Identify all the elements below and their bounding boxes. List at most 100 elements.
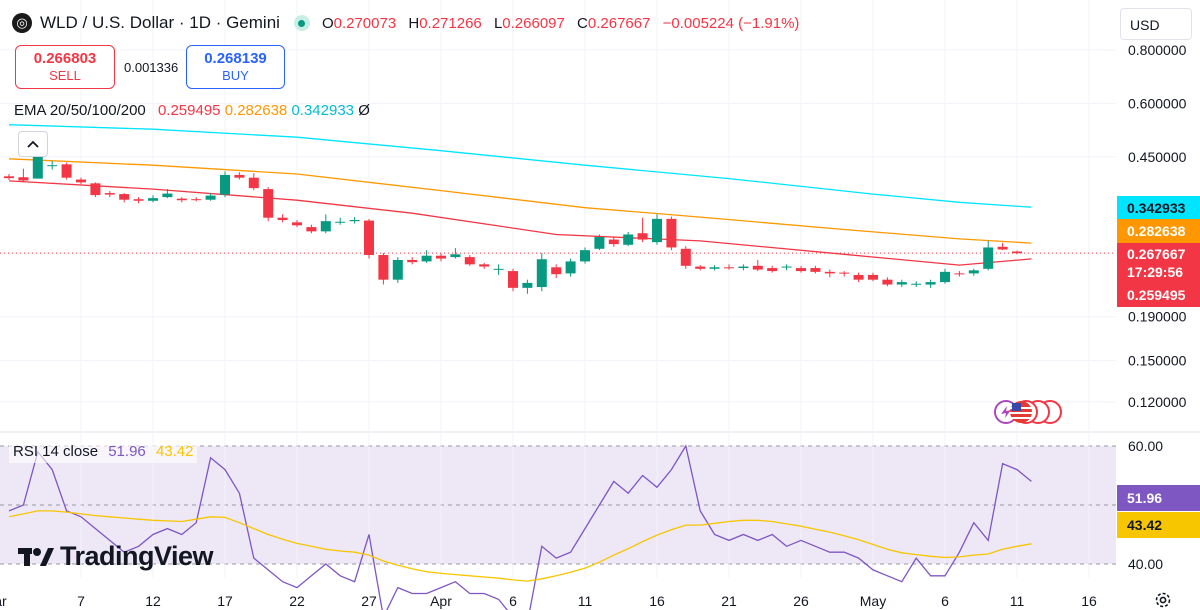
- candle[interactable]: [637, 217, 648, 243]
- candle[interactable]: [90, 182, 101, 198]
- ohlc-open-value: 0.270073: [333, 14, 397, 32]
- candle[interactable]: [234, 172, 245, 180]
- candle[interactable]: [997, 242, 1008, 251]
- candle[interactable]: [940, 268, 950, 284]
- candle[interactable]: [335, 217, 346, 225]
- candle[interactable]: [608, 237, 619, 247]
- candle[interactable]: [695, 265, 706, 271]
- candle[interactable]: [594, 234, 605, 251]
- candle[interactable]: [767, 265, 778, 273]
- candle-body: [205, 195, 216, 200]
- candle[interactable]: [306, 224, 317, 234]
- candle[interactable]: [536, 252, 547, 292]
- candle[interactable]: [436, 253, 446, 262]
- candle[interactable]: [666, 216, 677, 251]
- candle[interactable]: [61, 162, 72, 180]
- candle[interactable]: [76, 177, 86, 185]
- sell-button[interactable]: 0.266803 SELL: [15, 45, 115, 89]
- ema20-price-tag[interactable]: 0.259495: [1117, 283, 1200, 307]
- candle[interactable]: [191, 197, 202, 202]
- last-price-tag[interactable]: 0.267667 17:29:56: [1117, 243, 1200, 283]
- economic-events-icon[interactable]: [992, 398, 1082, 426]
- currency-selector[interactable]: USD: [1120, 8, 1192, 40]
- candle[interactable]: [364, 218, 374, 259]
- candle[interactable]: [407, 257, 418, 265]
- candle[interactable]: [248, 173, 259, 191]
- candle[interactable]: [824, 269, 835, 278]
- candle[interactable]: [680, 246, 691, 269]
- candle[interactable]: [378, 252, 389, 285]
- candle[interactable]: [623, 231, 634, 247]
- candle[interactable]: [205, 193, 216, 201]
- candle-body: [47, 165, 58, 167]
- candle[interactable]: [277, 214, 288, 223]
- candle[interactable]: [47, 160, 58, 170]
- candle[interactable]: [263, 187, 274, 222]
- candle-body: [997, 246, 1008, 250]
- rsi-ma-value-tag[interactable]: 43.42: [1117, 512, 1200, 538]
- candle[interactable]: [479, 262, 490, 269]
- buy-button[interactable]: 0.268139 BUY: [186, 45, 285, 89]
- candle[interactable]: [853, 272, 864, 283]
- rsi-ma-line: [8, 510, 1032, 582]
- candle[interactable]: [738, 264, 749, 271]
- market-status-icon[interactable]: [293, 15, 310, 31]
- candle[interactable]: [220, 171, 230, 198]
- collapse-legend-button[interactable]: [18, 131, 48, 157]
- price-tick-label: 0.190000: [1128, 309, 1187, 325]
- candle[interactable]: [508, 268, 518, 292]
- candle[interactable]: [320, 214, 331, 234]
- candle[interactable]: [565, 258, 576, 277]
- candle[interactable]: [292, 220, 302, 228]
- candle[interactable]: [954, 271, 965, 277]
- candle[interactable]: [781, 264, 792, 271]
- candle[interactable]: [925, 279, 936, 288]
- candle[interactable]: [551, 264, 562, 279]
- time-tick-label: Apr: [430, 593, 452, 609]
- symbol-header[interactable]: ◎ WLD / U.S. Dollar · 1D · Gemini O0.270…: [12, 13, 807, 33]
- candle[interactable]: [522, 279, 533, 294]
- chart-settings-button[interactable]: [1152, 589, 1174, 610]
- rsi-value-tag[interactable]: 51.96: [1117, 485, 1200, 511]
- events-flags[interactable]: [992, 398, 1082, 431]
- ema100-price-tag[interactable]: 0.342933: [1117, 196, 1200, 220]
- candle[interactable]: [18, 168, 29, 183]
- candle[interactable]: [796, 265, 806, 273]
- candle[interactable]: [104, 191, 115, 198]
- candle[interactable]: [1012, 250, 1022, 255]
- candle[interactable]: [724, 264, 734, 270]
- rsi-legend[interactable]: RSI 14 close 51.96 43.42: [9, 443, 198, 463]
- candle[interactable]: [580, 247, 590, 264]
- candle[interactable]: [810, 265, 821, 274]
- price-tick-label: 0.150000: [1128, 353, 1187, 369]
- ema-legend[interactable]: EMA 20/50/100/200 0.259495 0.282638 0.34…: [14, 102, 370, 119]
- candle[interactable]: [450, 248, 461, 259]
- candle[interactable]: [493, 264, 504, 275]
- symbol-title[interactable]: WLD / U.S. Dollar · 1D · Gemini: [40, 13, 280, 32]
- candle[interactable]: [119, 193, 130, 203]
- candle[interactable]: [896, 279, 907, 288]
- candle[interactable]: [4, 174, 14, 181]
- candle[interactable]: [176, 197, 187, 203]
- candle[interactable]: [911, 281, 922, 288]
- ema50-price-tag[interactable]: 0.282638: [1117, 219, 1200, 243]
- candle[interactable]: [968, 268, 979, 276]
- candle[interactable]: [133, 197, 144, 204]
- candle[interactable]: [392, 257, 403, 283]
- candle[interactable]: [839, 271, 850, 277]
- candle[interactable]: [868, 272, 878, 282]
- candle[interactable]: [162, 189, 173, 199]
- candle[interactable]: [421, 250, 432, 263]
- tradingview-logo[interactable]: TradingView: [18, 541, 214, 572]
- candle[interactable]: [882, 277, 893, 287]
- candle[interactable]: [652, 214, 662, 245]
- candle[interactable]: [464, 255, 475, 266]
- candle[interactable]: [983, 240, 994, 271]
- candle[interactable]: [349, 217, 360, 224]
- tradingview-wordmark: TradingView: [60, 541, 214, 571]
- candle-body: [493, 268, 504, 270]
- candle[interactable]: [148, 195, 158, 203]
- candle[interactable]: [752, 259, 763, 272]
- candle[interactable]: [709, 265, 720, 271]
